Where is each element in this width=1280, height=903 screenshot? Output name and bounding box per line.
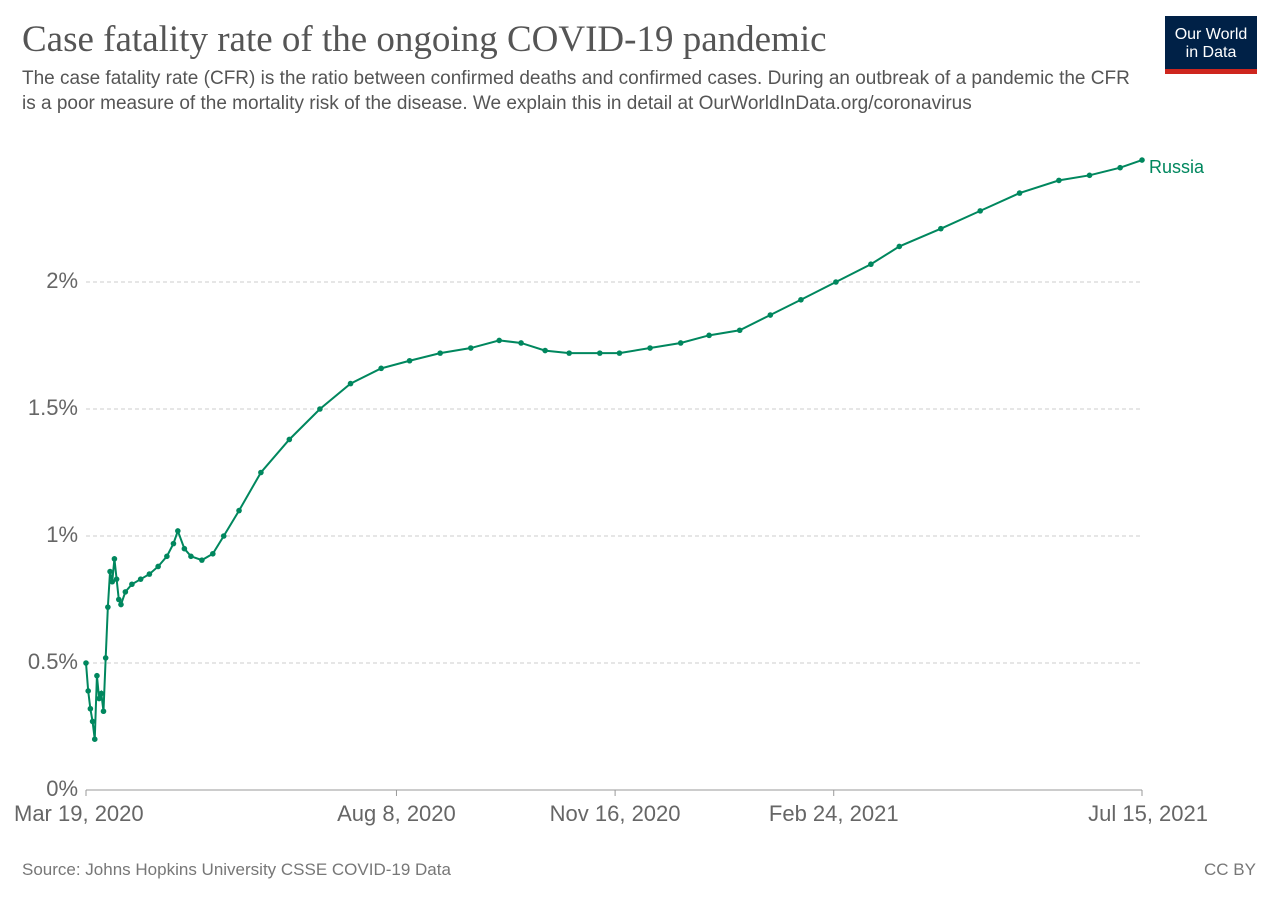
data-point bbox=[100, 708, 107, 715]
data-point bbox=[736, 327, 743, 334]
data-point bbox=[181, 545, 188, 552]
data-point bbox=[164, 553, 170, 560]
data-point bbox=[85, 688, 91, 694]
data-point bbox=[896, 243, 903, 250]
data-point bbox=[938, 225, 944, 232]
data-point bbox=[286, 436, 293, 443]
data-point bbox=[94, 672, 100, 679]
data-point bbox=[113, 576, 120, 582]
data-point bbox=[96, 695, 102, 702]
data-point bbox=[406, 357, 413, 364]
data-point bbox=[868, 261, 874, 268]
license[interactable]: CC BY bbox=[1204, 860, 1256, 879]
y-tick-label: 1% bbox=[46, 522, 78, 547]
data-point bbox=[137, 576, 144, 582]
data-point bbox=[83, 660, 89, 666]
data-point bbox=[258, 469, 264, 476]
data-point bbox=[1086, 172, 1093, 179]
data-point bbox=[155, 563, 161, 570]
source: Source: Johns Hopkins University CSSE CO… bbox=[22, 860, 451, 879]
data-point bbox=[87, 705, 94, 712]
logo-line: Our World bbox=[1174, 26, 1248, 43]
data-point bbox=[220, 533, 227, 539]
data-point bbox=[467, 345, 474, 351]
data-point bbox=[378, 365, 384, 372]
data-point bbox=[977, 208, 984, 214]
data-point bbox=[1056, 177, 1062, 184]
data-point bbox=[89, 718, 96, 725]
data-point bbox=[767, 312, 774, 318]
data-point bbox=[1139, 157, 1145, 163]
data-point bbox=[129, 581, 135, 588]
data-point bbox=[706, 332, 712, 339]
data-point bbox=[437, 350, 443, 356]
logo[interactable]: Our World in Data bbox=[1165, 16, 1257, 74]
x-tick-label: Jul 15, 2021 bbox=[1088, 801, 1208, 826]
data-point bbox=[566, 350, 572, 356]
chart-title: Case fatality rate of the ongoing COVID-… bbox=[22, 19, 827, 60]
series-label: Russia bbox=[1149, 157, 1205, 177]
data-point bbox=[833, 279, 839, 285]
data-point bbox=[596, 350, 603, 356]
data-point bbox=[98, 690, 105, 697]
data-point bbox=[188, 553, 194, 560]
x-tick-label: Mar 19, 2020 bbox=[14, 801, 144, 826]
x-tick-label: Feb 24, 2021 bbox=[769, 801, 899, 826]
y-tick-label: 2% bbox=[46, 268, 78, 293]
data-point bbox=[647, 345, 653, 351]
data-point bbox=[518, 340, 524, 346]
data-point bbox=[496, 337, 503, 344]
data-point bbox=[146, 571, 153, 577]
data-point bbox=[616, 350, 623, 356]
data-point bbox=[210, 550, 216, 557]
data-point bbox=[317, 406, 323, 412]
series-line bbox=[85, 159, 1143, 740]
data-point bbox=[542, 347, 548, 354]
data-point bbox=[102, 655, 109, 661]
data-point bbox=[1117, 164, 1123, 171]
x-tick-label: Aug 8, 2020 bbox=[337, 801, 456, 826]
data-point bbox=[175, 528, 181, 534]
data-point bbox=[111, 556, 118, 562]
y-tick-label: 0.5% bbox=[28, 649, 78, 674]
data-point bbox=[105, 604, 111, 610]
data-point bbox=[107, 568, 113, 575]
y-tick-label: 0% bbox=[46, 776, 78, 801]
data-point bbox=[677, 340, 684, 346]
data-point bbox=[115, 596, 122, 603]
data-point bbox=[1016, 190, 1023, 196]
data-point bbox=[347, 380, 354, 387]
x-tick-label: Nov 16, 2020 bbox=[550, 801, 681, 826]
data-point bbox=[109, 578, 116, 585]
data-point bbox=[798, 296, 804, 303]
data-point bbox=[91, 736, 98, 742]
data-point bbox=[170, 540, 177, 547]
data-point bbox=[236, 507, 242, 514]
chart-subtitle: The case fatality rate (CFR) is the rati… bbox=[22, 68, 1130, 114]
data-point bbox=[122, 589, 129, 595]
y-tick-label: 1.5% bbox=[28, 395, 78, 420]
data-point bbox=[199, 557, 205, 563]
data-point bbox=[118, 601, 124, 608]
logo-line: in Data bbox=[1185, 44, 1237, 61]
